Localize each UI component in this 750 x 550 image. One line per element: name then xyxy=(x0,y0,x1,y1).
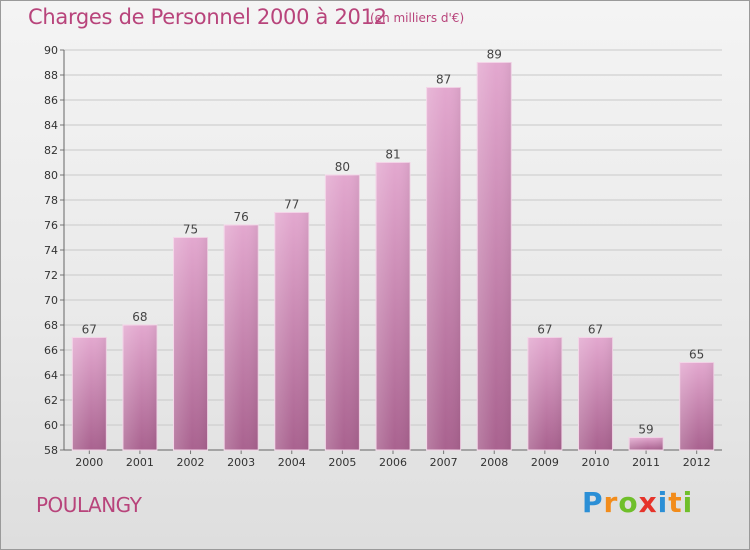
commune-name: POULANGY xyxy=(36,493,142,517)
logo-letter: i xyxy=(657,486,669,519)
y-tick-label: 80 xyxy=(44,169,58,182)
y-tick-label: 90 xyxy=(44,44,58,57)
value-label: 68 xyxy=(132,310,147,324)
value-label: 67 xyxy=(82,323,97,337)
x-tick-label: 2004 xyxy=(278,456,306,469)
bar-shade xyxy=(578,337,613,450)
value-label: 67 xyxy=(588,323,603,337)
bar-shade xyxy=(224,225,259,450)
x-tick-label: 2012 xyxy=(683,456,711,469)
bar-shade xyxy=(325,175,360,450)
bar-shade xyxy=(72,337,107,450)
bar-shade xyxy=(477,62,512,450)
y-tick-label: 72 xyxy=(44,269,58,282)
value-label: 87 xyxy=(436,73,451,87)
value-label: 80 xyxy=(335,160,350,174)
x-tick-label: 2000 xyxy=(75,456,103,469)
logo-letter: P xyxy=(582,486,604,519)
value-label: 76 xyxy=(234,210,249,224)
bar-shade xyxy=(173,237,208,450)
x-tick-label: 2008 xyxy=(480,456,508,469)
y-tick-label: 88 xyxy=(44,69,58,82)
y-tick-label: 66 xyxy=(44,344,58,357)
x-tick-label: 2007 xyxy=(430,456,458,469)
bar-shade xyxy=(376,162,410,450)
logo-letter: r xyxy=(603,486,619,519)
value-label: 59 xyxy=(638,423,653,437)
y-tick-label: 64 xyxy=(44,369,58,382)
value-label: 75 xyxy=(183,223,198,237)
y-tick-label: 70 xyxy=(44,294,58,307)
y-tick-label: 62 xyxy=(44,394,58,407)
logo-letter: i xyxy=(682,486,694,519)
logo-letter: t xyxy=(668,486,683,519)
value-label: 89 xyxy=(487,48,502,62)
y-tick-label: 84 xyxy=(44,119,58,132)
value-label: 65 xyxy=(689,348,704,362)
y-tick-label: 76 xyxy=(44,219,58,232)
x-tick-label: 2001 xyxy=(126,456,154,469)
bar-shade xyxy=(527,337,562,450)
value-labels: 67 68 75 76 77 80 81 87 89 67 67 59 65 xyxy=(82,48,705,437)
y-tick-label: 78 xyxy=(44,194,58,207)
x-tick-label: 2002 xyxy=(177,456,205,469)
y-tick-label: 58 xyxy=(44,444,58,457)
value-label: 77 xyxy=(284,198,299,212)
x-tick-label: 2011 xyxy=(632,456,660,469)
y-tick-label: 82 xyxy=(44,144,58,157)
x-tick-label: 2006 xyxy=(379,456,407,469)
bar-shade xyxy=(122,325,157,450)
x-tick-label: 2003 xyxy=(227,456,255,469)
x-tick-label: 2010 xyxy=(581,456,609,469)
logo-letter: x xyxy=(638,486,658,519)
x-tick-label: 2005 xyxy=(328,456,356,469)
value-label: 67 xyxy=(537,323,552,337)
x-tick-label: 2009 xyxy=(531,456,559,469)
proxiti-logo: Proxiti xyxy=(582,486,693,519)
bar-shade xyxy=(629,437,664,450)
chart-title: Charges de Personnel 2000 à 2012 xyxy=(28,5,387,29)
value-label: 81 xyxy=(385,148,400,162)
y-tick-label: 74 xyxy=(44,244,58,257)
bars xyxy=(71,62,715,451)
bar-shade xyxy=(679,362,714,450)
y-tick-label: 60 xyxy=(44,419,58,432)
bar-shade xyxy=(274,212,309,450)
y-tick-label: 86 xyxy=(44,94,58,107)
bar-shade xyxy=(426,87,461,450)
y-tick-label: 68 xyxy=(44,319,58,332)
chart-unit-label: (en milliers d'€) xyxy=(370,11,465,25)
logo-letter: o xyxy=(618,486,639,519)
